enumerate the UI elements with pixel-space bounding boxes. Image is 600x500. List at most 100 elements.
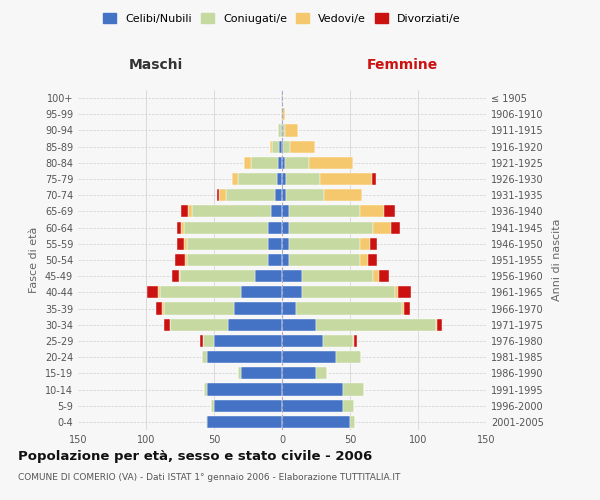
Bar <box>271 206 282 218</box>
Bar <box>232 173 238 185</box>
Bar <box>282 108 285 120</box>
Bar <box>214 335 282 347</box>
Bar <box>170 318 227 331</box>
Bar <box>180 270 255 282</box>
Bar <box>286 189 324 202</box>
Bar <box>282 270 302 282</box>
Bar <box>282 302 296 314</box>
Bar <box>404 302 410 314</box>
Bar <box>244 157 251 169</box>
Bar <box>207 416 282 428</box>
Bar <box>177 238 184 250</box>
Y-axis label: Fasce di età: Fasce di età <box>29 227 39 293</box>
Bar <box>282 222 289 234</box>
Bar <box>282 400 343 412</box>
Bar <box>290 140 314 152</box>
Bar <box>436 318 437 331</box>
Bar <box>323 335 353 347</box>
Bar <box>177 222 181 234</box>
Bar <box>281 124 282 136</box>
Text: Femmine: Femmine <box>367 58 437 72</box>
Bar <box>241 368 282 380</box>
Bar <box>282 124 285 136</box>
Bar <box>179 270 180 282</box>
Bar <box>282 335 323 347</box>
Bar <box>238 173 277 185</box>
Bar <box>220 189 226 202</box>
Bar <box>175 254 185 266</box>
Bar <box>285 124 298 136</box>
Bar <box>289 238 359 250</box>
Bar <box>282 92 283 104</box>
Bar <box>207 351 282 363</box>
Bar <box>282 189 286 202</box>
Bar <box>282 318 316 331</box>
Bar <box>282 286 302 298</box>
Bar <box>184 238 187 250</box>
Legend: Celibi/Nubili, Coniugati/e, Vedovi/e, Divorziati/e: Celibi/Nubili, Coniugati/e, Vedovi/e, Di… <box>103 13 461 24</box>
Bar <box>281 92 282 104</box>
Bar <box>282 416 350 428</box>
Bar <box>359 254 368 266</box>
Bar <box>289 222 373 234</box>
Bar <box>353 335 354 347</box>
Bar <box>203 335 214 347</box>
Bar <box>302 270 373 282</box>
Bar <box>282 238 289 250</box>
Bar <box>343 384 364 396</box>
Bar <box>187 254 268 266</box>
Bar <box>395 286 398 298</box>
Bar <box>207 384 282 396</box>
Bar <box>401 302 404 314</box>
Bar <box>268 254 282 266</box>
Bar <box>214 400 282 412</box>
Bar <box>184 222 268 234</box>
Bar <box>309 157 353 169</box>
Bar <box>268 238 282 250</box>
Bar <box>185 254 187 266</box>
Bar <box>275 189 282 202</box>
Bar <box>181 206 188 218</box>
Bar <box>373 222 391 234</box>
Bar <box>282 173 286 185</box>
Bar <box>282 384 343 396</box>
Bar <box>289 254 359 266</box>
Bar <box>200 335 203 347</box>
Text: Maschi: Maschi <box>129 58 183 72</box>
Bar <box>354 335 357 347</box>
Bar <box>359 206 384 218</box>
Bar <box>281 108 282 120</box>
Bar <box>282 206 289 218</box>
Bar <box>268 222 282 234</box>
Bar <box>370 238 377 250</box>
Bar <box>148 286 158 298</box>
Bar <box>202 351 207 363</box>
Bar <box>337 351 361 363</box>
Bar <box>192 206 271 218</box>
Bar <box>296 302 401 314</box>
Bar <box>302 286 395 298</box>
Bar <box>289 206 359 218</box>
Bar <box>206 416 207 428</box>
Bar <box>211 400 214 412</box>
Bar <box>187 238 268 250</box>
Bar <box>350 416 355 428</box>
Bar <box>379 270 389 282</box>
Bar <box>282 351 337 363</box>
Bar <box>373 270 379 282</box>
Bar <box>255 270 282 282</box>
Bar <box>324 189 362 202</box>
Bar <box>155 302 163 314</box>
Bar <box>172 270 179 282</box>
Bar <box>282 368 316 380</box>
Bar <box>398 286 411 298</box>
Bar <box>320 173 372 185</box>
Bar <box>286 173 320 185</box>
Bar <box>278 124 281 136</box>
Bar <box>227 318 282 331</box>
Bar <box>277 173 282 185</box>
Bar <box>278 157 282 169</box>
Y-axis label: Anni di nascita: Anni di nascita <box>552 218 562 301</box>
Bar <box>343 400 354 412</box>
Bar <box>226 189 275 202</box>
